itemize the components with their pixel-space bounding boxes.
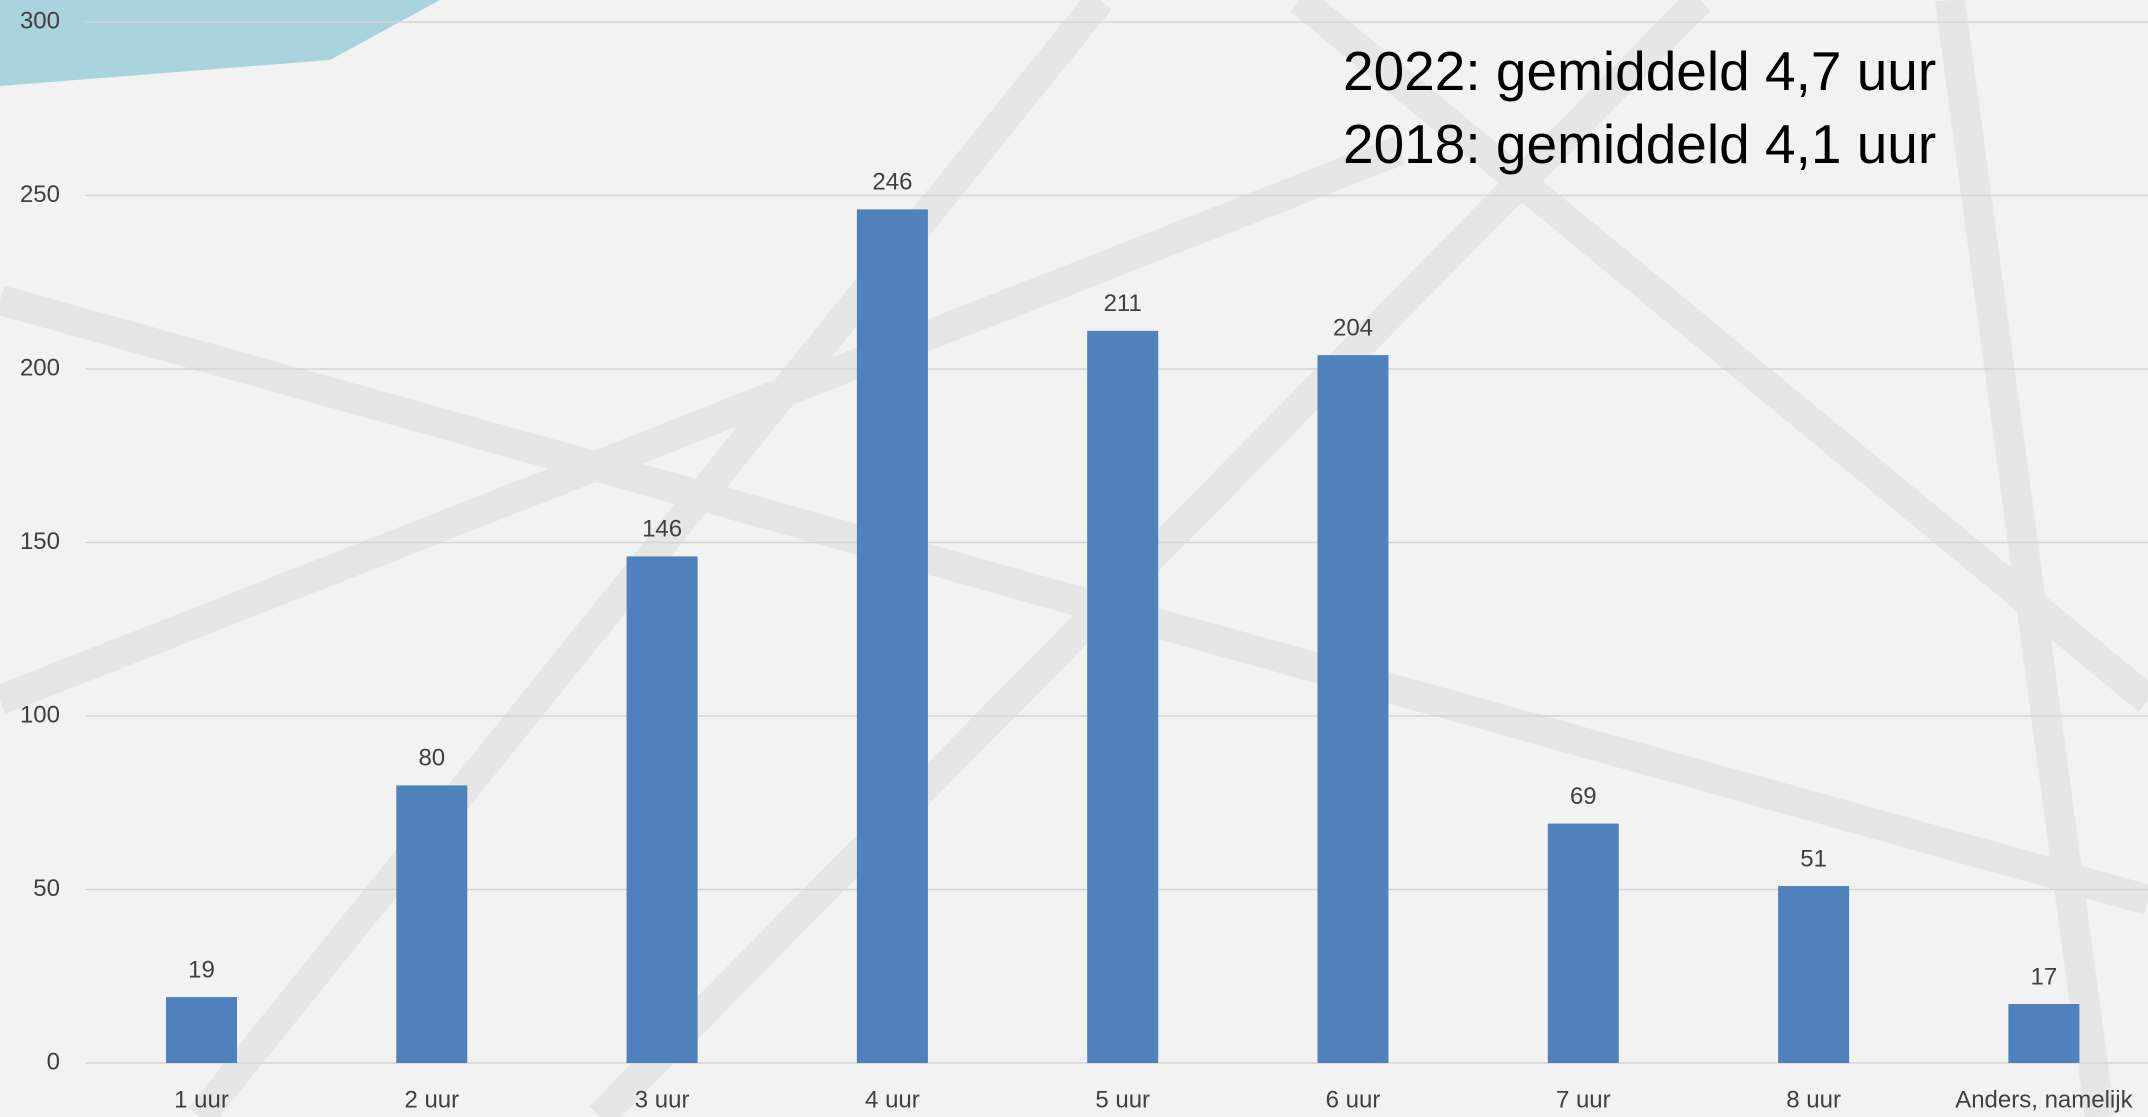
- data-label: 204: [1333, 314, 1373, 341]
- bar: [1547, 823, 1619, 1063]
- bar: [856, 209, 928, 1063]
- y-tick-label: 50: [33, 875, 60, 902]
- x-tick-label: 6 uur: [1326, 1086, 1381, 1113]
- bar: [1778, 886, 1850, 1063]
- x-tick-label: 5 uur: [1095, 1086, 1150, 1113]
- bar: [1317, 355, 1389, 1063]
- data-label: 69: [1570, 783, 1597, 810]
- annotation: 2018: gemiddeld 4,1 uur: [1343, 113, 1936, 175]
- data-label: 211: [1104, 290, 1142, 317]
- data-label: 19: [188, 956, 215, 983]
- x-tick-label: 2 uur: [404, 1086, 459, 1113]
- bar: [626, 556, 698, 1063]
- data-label: 51: [1800, 845, 1827, 872]
- data-label: 80: [418, 745, 445, 772]
- bar: [396, 785, 468, 1063]
- x-tick-label: 7 uur: [1556, 1086, 1611, 1113]
- x-tick-label: Anders, namelijk: [1955, 1086, 2133, 1113]
- data-label: 246: [872, 169, 912, 196]
- bar: [166, 997, 237, 1063]
- x-tick-label: 1 uur: [174, 1086, 229, 1113]
- y-tick-label: 0: [47, 1048, 60, 1075]
- bar: [2008, 1004, 2080, 1063]
- x-tick-label: 4 uur: [865, 1086, 920, 1113]
- y-tick-label: 250: [20, 181, 60, 208]
- data-label: 17: [2031, 963, 2058, 990]
- x-tick-label: 8 uur: [1786, 1086, 1841, 1113]
- y-tick-label: 300: [20, 7, 60, 34]
- x-tick-label: 3 uur: [635, 1086, 690, 1113]
- bar: [1087, 330, 1159, 1064]
- annotation: 2022: gemiddeld 4,7 uur: [1343, 40, 1936, 102]
- data-label: 146: [642, 516, 682, 543]
- y-tick-label: 150: [20, 528, 60, 555]
- y-tick-label: 100: [20, 701, 60, 728]
- y-tick-label: 200: [20, 354, 60, 381]
